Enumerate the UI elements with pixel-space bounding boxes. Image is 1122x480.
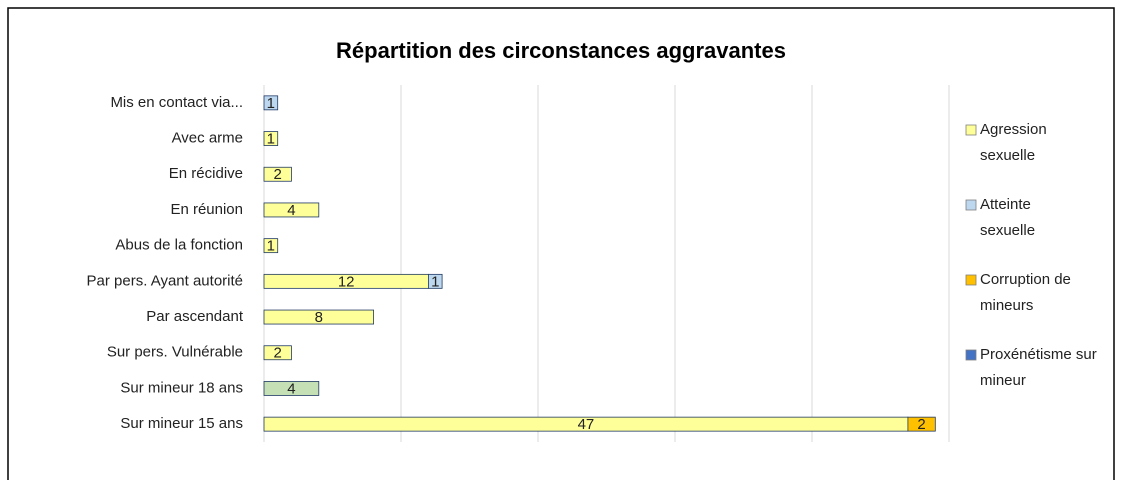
data-label: 1 [431,273,439,290]
bar-segment [263,131,279,146]
data-label: 4 [287,380,295,397]
bar-segment [907,416,936,432]
y-tick-label: Par pers. Ayant autorité [87,272,243,289]
legend-swatch [965,274,977,286]
bar-segment [263,238,279,254]
data-label: 2 [917,416,925,433]
y-tick-label: Sur mineur 18 ans [120,379,243,396]
y-tick-label: Abus de la fonction [115,237,243,254]
data-label: 12 [338,273,355,290]
data-label: 8 [315,309,323,326]
bar-segment [263,309,374,325]
y-tick-label: Mis en contact via... [110,94,243,111]
legend-line: sexuelle [980,222,1035,239]
bar-segment [263,95,279,111]
legend-label: Corruption de mineurs [980,271,1071,314]
data-label: 1 [267,131,275,148]
chart-title: Répartition des circonstances aggravante… [336,38,786,63]
legend-label: Proxénétisme sur mineur [980,346,1097,389]
legend-line: mineur [980,372,1026,389]
bar-segment [263,166,292,182]
legend-swatch [965,349,977,361]
data-label: 47 [578,416,595,433]
legend-label: Atteinte sexuelle [980,196,1035,239]
legend-swatch [965,199,977,211]
y-tick-label: En récidive [169,165,243,182]
data-label: 1 [267,238,275,255]
data-label: 2 [274,166,282,183]
y-tick-label: En réunion [170,201,243,218]
data-label: 1 [267,95,275,112]
bar-segment [263,202,320,218]
bar-segment [427,273,443,289]
legend-line: Atteinte [980,196,1031,213]
y-tick-label: Avec arme [172,130,243,147]
y-tick-label: Par ascendant [146,308,244,325]
legend-line: Proxénétisme sur [980,346,1097,363]
legend-label: Agression sexuelle [980,121,1047,164]
data-label: 4 [287,202,295,219]
legend-line: Corruption de [980,271,1071,288]
legend-swatch [965,124,977,136]
legend-line: Agression [980,121,1047,138]
chart-frame [7,7,1115,480]
y-tick-label: Sur mineur 15 ans [120,415,243,432]
legend-line: mineurs [980,297,1033,314]
legend-line: sexuelle [980,147,1035,164]
bar-segment [263,345,292,361]
bar-segment [263,381,320,396]
data-label: 2 [274,345,282,362]
y-tick-label: Sur pers. Vulnérable [107,344,243,361]
